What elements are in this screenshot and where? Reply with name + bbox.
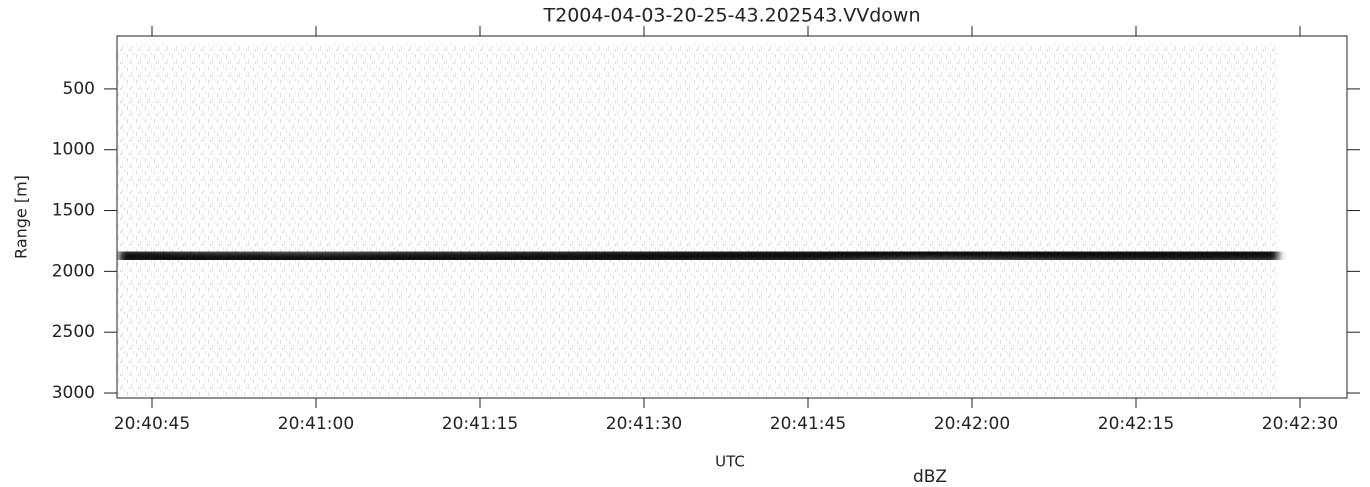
x-tick-label: 20:42:15 xyxy=(1098,414,1174,434)
x-tick-label: 20:42:00 xyxy=(934,414,1010,434)
chart-title: T2004-04-03-20-25-43.202543.VVdown xyxy=(543,5,921,27)
x-axis-label: UTC xyxy=(715,453,745,471)
y-tick-label: 1500 xyxy=(52,201,95,221)
x-tick-label: 20:41:30 xyxy=(606,414,682,434)
band-line xyxy=(118,243,1279,269)
y-tick-label: 2000 xyxy=(52,261,95,281)
x-tick-label: 20:41:15 xyxy=(442,414,518,434)
y-tick-label: 2500 xyxy=(52,322,95,342)
x-tick-label: 20:40:45 xyxy=(114,414,190,434)
x-tick-label: 20:41:00 xyxy=(278,414,354,434)
y-tick-label: 1000 xyxy=(52,140,95,160)
frame xyxy=(116,35,1348,399)
x-tick-label: 20:41:45 xyxy=(770,414,846,434)
plot-area xyxy=(118,243,1279,269)
y-axis-label: Range [m] xyxy=(12,175,31,259)
y-tick-label: 3000 xyxy=(52,383,95,403)
colorbar-label: dBZ xyxy=(913,467,947,487)
noise-texture xyxy=(117,44,1278,396)
y-tick-label: 500 xyxy=(63,79,95,99)
x-tick-label: 20:42:30 xyxy=(1262,414,1338,434)
